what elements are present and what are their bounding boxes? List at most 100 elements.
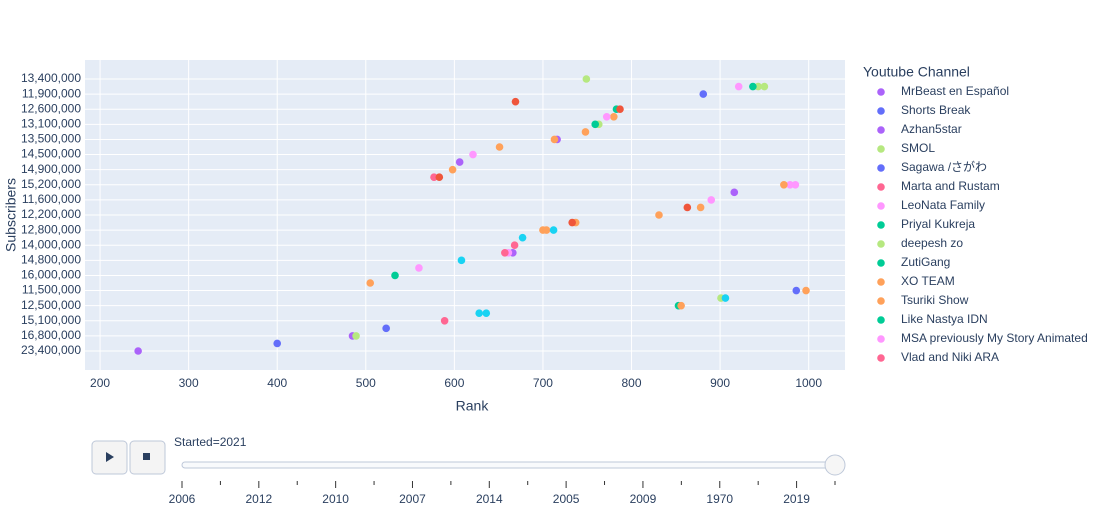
legend-label: Sagawa /さがわ [901, 159, 987, 174]
legend-item[interactable]: Like Nastya IDN [877, 312, 988, 326]
legend-item[interactable]: MrBeast en Español [877, 84, 1009, 98]
legend-item[interactable]: Tsuriki Show [877, 293, 969, 307]
legend-marker [877, 259, 885, 267]
slider-step-label: 2012 [245, 492, 272, 506]
y-tick-label: 11,500,000 [22, 283, 81, 297]
legend-label: MSA previously My Story Animated [901, 331, 1088, 345]
y-tick-label: 15,100,000 [21, 313, 81, 327]
legend-label: Priyal Kukreja [901, 217, 975, 231]
y-tick-label: 13,400,000 [21, 71, 81, 85]
slider-step-label: 2006 [169, 492, 196, 506]
legend-label: XO TEAM [901, 274, 955, 288]
legend-label: Shorts Break [901, 103, 971, 117]
point [510, 241, 519, 250]
legend-item[interactable]: SMOL [877, 141, 935, 155]
x-tick-label: 200 [90, 376, 110, 390]
point [366, 279, 375, 287]
point [749, 82, 757, 91]
point [730, 188, 739, 197]
legend-label: Vlad and Niki ARA [901, 350, 999, 364]
slider-step-label: 2014 [476, 492, 503, 506]
play-button[interactable] [91, 440, 128, 475]
point [683, 203, 692, 212]
legend-item[interactable]: Priyal Kukreja [877, 217, 975, 231]
x-tick-label: 400 [267, 376, 287, 390]
y-tick-label: 23,400,000 [21, 343, 81, 357]
legend-label: Azhan5star [901, 122, 962, 136]
legend-marker [877, 354, 885, 362]
legend-item[interactable]: Vlad and Niki ARA [877, 350, 999, 364]
legend-marker [877, 126, 885, 134]
legend-label: MrBeast en Español [901, 84, 1009, 98]
legend-label: Tsuriki Show [901, 293, 969, 307]
point [780, 180, 788, 189]
legend-marker [877, 164, 885, 172]
point [721, 294, 730, 302]
legend-item[interactable]: LeoNata Family [877, 198, 985, 212]
slider-current: Started=2021 [174, 435, 247, 449]
point [786, 180, 794, 189]
point [469, 150, 477, 159]
legend-item[interactable]: Sagawa /さがわ [877, 159, 987, 174]
legend-item[interactable]: MSA previously My Story Animated [877, 331, 1088, 345]
point [382, 324, 390, 333]
point [754, 82, 762, 91]
point [430, 173, 438, 182]
y-tick-label: 11,900,000 [22, 86, 81, 100]
point [616, 105, 624, 114]
point [602, 112, 611, 121]
slider-rail[interactable] [181, 461, 836, 469]
legend-marker [877, 107, 885, 115]
x-tick-label: 500 [356, 376, 376, 390]
y-tick-label: 14,500,000 [21, 147, 81, 161]
y-tick-label: 14,900,000 [21, 162, 81, 176]
x-tick-label: 1000 [795, 376, 822, 390]
x-tick-label: 900 [710, 376, 730, 390]
legend-label: ZutiGang [901, 255, 950, 269]
slider-handle[interactable] [824, 454, 846, 476]
y-tick-label: 11,600,000 [22, 192, 81, 206]
legend-item[interactable]: deepesh zo [877, 236, 963, 250]
legend-label: deepesh zo [901, 236, 963, 250]
point [511, 97, 520, 106]
legend-item[interactable]: Azhan5star [877, 122, 962, 136]
point [549, 226, 558, 234]
point [568, 218, 576, 227]
point [696, 203, 705, 212]
legend-marker [877, 88, 885, 96]
stop-button[interactable] [129, 440, 166, 475]
point [582, 75, 591, 83]
y-tick-label: 12,500,000 [21, 298, 81, 312]
point [391, 271, 399, 280]
point [352, 332, 360, 340]
x-tick-label: 800 [622, 376, 642, 390]
legend-item[interactable]: ZutiGang [877, 255, 950, 269]
y-tick-label: 12,200,000 [21, 207, 81, 221]
legend-item[interactable]: XO TEAM [877, 274, 955, 288]
y-tick-label: 16,800,000 [21, 328, 81, 342]
legend-item[interactable]: Marta and Rustam [877, 179, 1000, 193]
slider-value: 2021 [220, 435, 247, 449]
slider-step-label: 2009 [630, 492, 657, 506]
point [273, 339, 282, 348]
point [435, 173, 444, 182]
legend-label: Marta and Rustam [901, 179, 1000, 193]
point [550, 135, 559, 144]
x-axis-title: Rank [456, 398, 490, 414]
point [610, 112, 618, 121]
slider-step-label: 1970 [706, 492, 733, 506]
slider-step-label: 2005 [553, 492, 580, 506]
point [501, 248, 509, 257]
x-tick-label: 700 [533, 376, 553, 390]
point [655, 211, 663, 219]
legend-marker [877, 145, 885, 153]
legend-marker [877, 183, 885, 191]
point [495, 143, 504, 151]
point [699, 90, 708, 98]
point [791, 180, 800, 189]
y-tick-label: 15,200,000 [21, 177, 81, 191]
point [134, 347, 142, 355]
slider-step-label: 2010 [322, 492, 349, 506]
legend-item[interactable]: Shorts Break [877, 103, 971, 117]
